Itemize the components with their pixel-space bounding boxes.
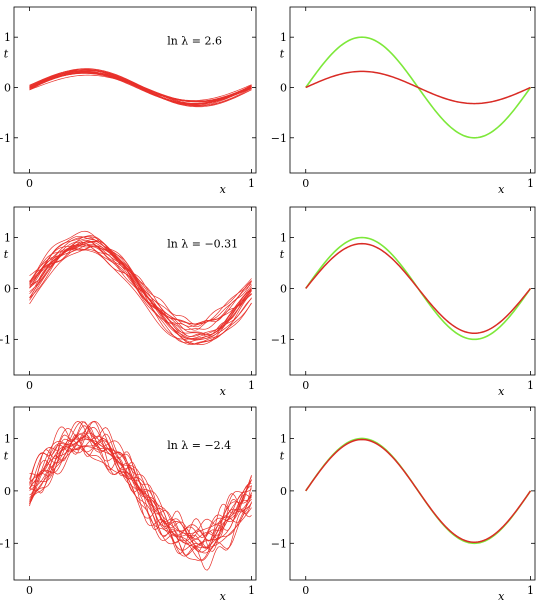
y-tick-label: 0 bbox=[4, 282, 11, 295]
y-tick-label: −1 bbox=[271, 333, 287, 346]
fit-curve bbox=[29, 245, 252, 325]
x-tick-label: 0 bbox=[302, 379, 309, 392]
fit-curve bbox=[29, 244, 252, 330]
fit-curve bbox=[29, 73, 252, 103]
panel-bottom-right: 1 0 −1 0 1 x t bbox=[271, 406, 536, 603]
fit-curve bbox=[29, 240, 252, 336]
plot-frame bbox=[13, 206, 257, 376]
fit-curve bbox=[29, 71, 252, 102]
x-axis-label: x bbox=[498, 590, 505, 603]
plot-area bbox=[305, 36, 532, 139]
fit-curve bbox=[29, 69, 252, 106]
fit-curve bbox=[29, 421, 252, 561]
y-tick-label: 1 bbox=[280, 232, 287, 245]
plot-area bbox=[29, 420, 252, 571]
fit-curve bbox=[29, 243, 252, 327]
y-tick-label: 1 bbox=[280, 31, 287, 44]
lambda-annotation: ln λ = 2.6 bbox=[167, 35, 222, 48]
x-tick-label: 1 bbox=[248, 379, 255, 392]
y-axis-label: t bbox=[280, 47, 285, 60]
x-tick-label: 0 bbox=[26, 584, 33, 597]
average-fit-curve bbox=[305, 242, 532, 335]
fit-curve bbox=[29, 238, 252, 345]
y-tick-label: 0 bbox=[280, 485, 287, 498]
y-axis-label: t bbox=[280, 449, 285, 462]
panel-top-left: 1 0 −1 0 1 x t ln λ = 2.6 bbox=[0, 6, 257, 196]
y-tick-label: −1 bbox=[271, 132, 287, 145]
x-tick-label: 0 bbox=[26, 379, 33, 392]
lambda-annotation: ln λ = −0.31 bbox=[167, 238, 238, 251]
plot-frame bbox=[13, 406, 257, 581]
fit-curve bbox=[29, 440, 252, 538]
fit-curve bbox=[29, 438, 252, 535]
y-tick-label: 0 bbox=[280, 282, 287, 295]
fit-curve bbox=[29, 446, 252, 549]
average-fit-curve bbox=[305, 70, 531, 105]
y-axis-label: t bbox=[4, 47, 9, 60]
fit-curve bbox=[29, 444, 252, 555]
y-tick-label: 1 bbox=[280, 432, 287, 445]
x-tick-label: 0 bbox=[302, 584, 309, 597]
plot-area bbox=[305, 437, 532, 545]
x-axis-label: x bbox=[220, 385, 227, 398]
plot-frame bbox=[13, 6, 257, 174]
y-tick-label: 0 bbox=[4, 485, 11, 498]
y-tick-label: 0 bbox=[280, 81, 287, 94]
plot-area bbox=[305, 236, 532, 341]
x-tick-label: 1 bbox=[527, 584, 534, 597]
plot-area bbox=[29, 68, 252, 108]
y-tick-label: 1 bbox=[4, 232, 11, 245]
x-axis-label: x bbox=[498, 385, 505, 398]
y-tick-label: −1 bbox=[0, 333, 11, 346]
x-axis-label: x bbox=[498, 183, 505, 196]
fit-curve bbox=[29, 425, 252, 549]
y-tick-label: 1 bbox=[4, 31, 11, 44]
plot-frame bbox=[289, 206, 536, 376]
plot-frame bbox=[289, 406, 536, 581]
y-tick-label: −1 bbox=[271, 537, 287, 550]
panel-bottom-left: 1 0 −1 0 1 x t ln λ = −2.4 bbox=[0, 406, 257, 603]
panel-middle-right: 1 0 −1 0 1 x t bbox=[271, 206, 536, 398]
y-tick-label: −1 bbox=[0, 132, 11, 145]
fit-curve bbox=[29, 421, 252, 541]
x-tick-label: 0 bbox=[302, 177, 309, 190]
fit-curve bbox=[29, 421, 252, 557]
fit-curve bbox=[29, 438, 252, 547]
x-axis-label: x bbox=[220, 183, 227, 196]
x-axis-label: x bbox=[220, 590, 227, 603]
plot-area bbox=[29, 230, 252, 345]
fit-curve bbox=[29, 230, 252, 343]
lambda-annotation: ln λ = −2.4 bbox=[167, 439, 231, 452]
plot-frame bbox=[289, 6, 536, 174]
panel-middle-left: 1 0 −1 0 1 x t ln λ = −0.31 bbox=[0, 206, 257, 398]
x-tick-label: 1 bbox=[248, 584, 255, 597]
y-axis-label: t bbox=[4, 449, 9, 462]
fit-curve bbox=[29, 421, 252, 571]
fit-curve bbox=[29, 71, 252, 105]
y-axis-label: t bbox=[4, 248, 9, 261]
y-axis-label: t bbox=[280, 248, 285, 261]
fit-curve bbox=[29, 235, 252, 337]
x-tick-label: 1 bbox=[527, 177, 534, 190]
fit-curve bbox=[29, 438, 252, 562]
panel-top-right: 1 0 −1 0 1 x t bbox=[271, 6, 536, 196]
x-tick-label: 1 bbox=[527, 379, 534, 392]
y-tick-label: 1 bbox=[4, 432, 11, 445]
x-tick-label: 0 bbox=[26, 177, 33, 190]
x-tick-label: 1 bbox=[248, 177, 255, 190]
y-tick-label: 0 bbox=[4, 81, 11, 94]
y-tick-label: −1 bbox=[0, 537, 11, 550]
average-fit-curve bbox=[305, 438, 532, 544]
